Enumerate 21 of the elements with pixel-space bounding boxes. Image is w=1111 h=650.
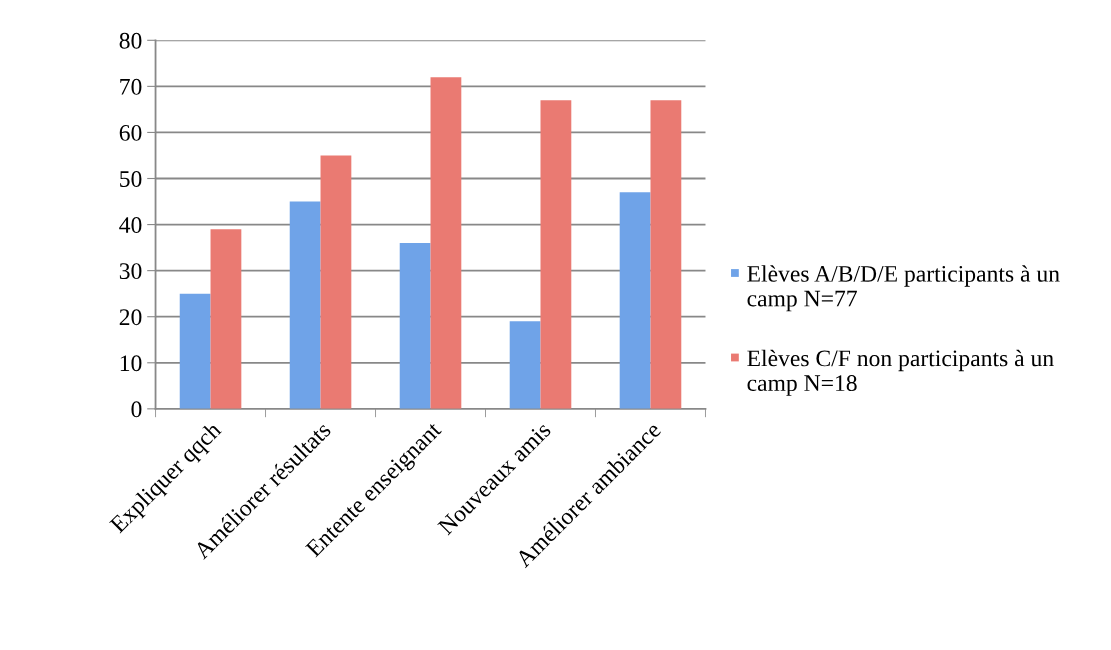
bar: [509, 321, 541, 409]
y-tick-label: 10: [120, 355, 142, 372]
legend-label: Elèves C/F non participants à un camp N=18: [747, 349, 1054, 396]
bar: [179, 293, 211, 409]
bar: [320, 155, 352, 409]
bar: [399, 243, 431, 409]
y-tick-label: 20: [119, 309, 142, 326]
y-tick-label: 50: [120, 171, 142, 187]
bar: [430, 77, 462, 409]
y-tick-label: 60: [119, 124, 142, 141]
y-tick-label: 70: [120, 78, 142, 95]
y-tick-label: 40: [119, 217, 142, 233]
bar: [650, 100, 682, 409]
legend-label: Elèves A/B/D/E participants à un camp N=77: [747, 265, 1060, 312]
bar: [289, 201, 321, 409]
bar: [619, 192, 651, 409]
bar: [540, 100, 572, 409]
bar: [210, 229, 242, 409]
y-tick-label: 0: [131, 401, 142, 418]
y-tick-label: 80: [119, 32, 142, 49]
y-tick-label: 30: [119, 263, 142, 280]
